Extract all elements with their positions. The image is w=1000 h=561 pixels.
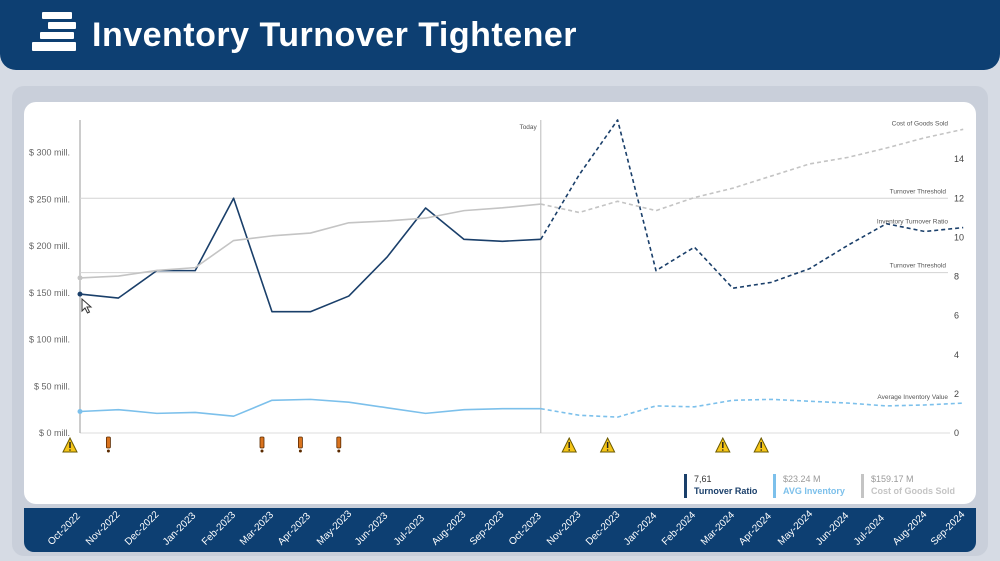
page-title: Inventory Turnover Tightener	[92, 16, 578, 54]
series-line-actual	[79, 398, 541, 417]
legend-cogs-label: Cost of Goods Sold	[871, 486, 955, 496]
right-axis-tick-label: 2	[954, 389, 959, 399]
legend-avg-inventory-label: AVG Inventory	[783, 486, 845, 496]
alert-icon	[259, 436, 265, 449]
warning-icon-dot	[760, 449, 762, 451]
left-axis-tick-label: $ 250 mill.	[29, 194, 70, 204]
right-axis-tick-label: 12	[954, 193, 964, 203]
x-axis-tick-label: Dec-2022	[122, 509, 162, 548]
series-end-label: Inventory Turnover Ratio	[877, 219, 949, 226]
right-axis-tick-label: 6	[954, 311, 959, 321]
left-axis-tick-label: $ 100 mill.	[29, 335, 70, 345]
warning-icon-dot	[568, 449, 570, 451]
x-axis-tick-label: Jan-2024	[622, 510, 660, 548]
series-line-actual	[79, 203, 541, 279]
x-axis-tick-label: Dec-2023	[583, 509, 623, 548]
x-axis-tick-label: Nov-2023	[545, 509, 584, 548]
alert-icon-dot	[260, 449, 264, 453]
x-axis-tick-label: Jul-2024	[852, 512, 888, 548]
legend-turnover-ratio-label: Turnover Ratio	[694, 486, 758, 496]
warning-icon-dot	[722, 449, 724, 451]
right-axis-tick-label: 0	[954, 428, 959, 438]
series-start-point	[77, 291, 83, 297]
x-axis-tick-label: Feb-2024	[660, 509, 699, 548]
right-axis-tick-label: 10	[954, 232, 964, 242]
alert-icon-dot	[106, 449, 110, 453]
chart-card	[24, 102, 976, 504]
x-axis-tick-label: May-2024	[775, 508, 815, 548]
left-axis-tick-label: $ 0 mill.	[39, 428, 70, 438]
x-axis-tick-label: Mar-2023	[238, 509, 277, 548]
left-axis-tick-label: $ 150 mill.	[29, 288, 70, 298]
x-axis-tick-label: Mar-2024	[698, 509, 737, 548]
header-bar: Inventory Turnover Tightener	[0, 0, 1000, 70]
series-line-forecast	[540, 398, 964, 418]
left-axis-tick-label: $ 300 mill.	[29, 148, 70, 158]
x-axis-tick-label: Aug-2023	[430, 509, 469, 548]
series-end-label: Cost of Goods Sold	[892, 120, 949, 127]
x-axis-tick-label: Apr-2023	[276, 510, 314, 548]
series-end-label: Average Inventory Value	[877, 394, 948, 401]
alert-icon	[336, 436, 342, 449]
turnover-threshold-label: Turnover Threshold	[890, 263, 947, 270]
alert-icon	[297, 436, 303, 449]
left-axis-tick-label: $ 50 mill.	[34, 381, 70, 391]
series-start-point	[77, 275, 83, 281]
x-axis-tick-label: Nov-2022	[84, 509, 123, 548]
x-axis-tick-label: Feb-2023	[199, 509, 238, 548]
turnover-threshold-label: Turnover Threshold	[890, 188, 947, 195]
series-line-actual	[79, 197, 541, 313]
left-axis-tick-label: $ 200 mill.	[29, 241, 70, 251]
x-axis-tick-label: Jun-2023	[353, 510, 391, 548]
right-axis-tick-label: 14	[954, 154, 964, 164]
legend-avg-inventory-value: $23.24 M	[783, 474, 821, 484]
alert-icon	[106, 436, 111, 449]
x-axis-tick-label: Jun-2024	[814, 510, 852, 548]
warning-icon-dot	[69, 449, 71, 451]
x-axis-tick-label: Oct-2022	[46, 510, 83, 548]
warning-icon-dot	[606, 449, 609, 451]
x-axis-tick-label: Aug-2024	[890, 509, 930, 548]
x-axis-tick-label: Sep-2023	[468, 509, 507, 548]
series-start-point	[77, 409, 83, 415]
x-axis-tick-label: Sep-2024	[929, 509, 968, 548]
x-axis-tick-label: Jul-2023	[391, 512, 427, 548]
legend-avg-inventory[interactable]: $23.24 M AVG Inventory	[773, 474, 845, 498]
alert-icon-dot	[298, 449, 302, 453]
legend-turnover-ratio-value: 7,61	[694, 474, 712, 484]
x-axis-tick-label: Jan-2023	[161, 510, 199, 548]
x-axis-band: Oct-2022 Nov-2022 Dec-2022 Jan-2023 Feb-2023…	[24, 508, 976, 552]
mouse-cursor-icon	[81, 298, 93, 314]
today-label: Today	[519, 124, 537, 131]
x-axis-tick-label: May-2023	[314, 508, 355, 548]
alert-icon-dot	[337, 449, 341, 453]
legend-turnover-ratio[interactable]: 7,61 Turnover Ratio	[684, 474, 757, 498]
x-axis-tick-label: Apr-2024	[737, 510, 775, 548]
stack-logo-icon	[32, 12, 76, 58]
series-line-forecast	[540, 128, 964, 214]
legend-cost-of-goods-sold[interactable]: $159.17 M Cost of Goods Sold	[861, 474, 955, 498]
legend-cogs-value: $159.17 M	[871, 474, 914, 484]
right-axis-tick-label: 8	[954, 272, 959, 282]
x-axis-tick-label: Oct-2023	[506, 510, 544, 548]
right-axis-tick-label: 4	[954, 350, 959, 360]
